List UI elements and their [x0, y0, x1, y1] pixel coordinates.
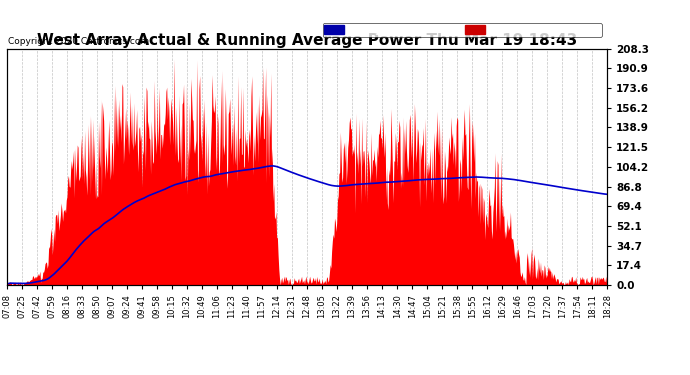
Title: West Array Actual & Running Average Power Thu Mar 19 18:43: West Array Actual & Running Average Powe… [37, 33, 577, 48]
Legend: Average  (DC Watts), West Array  (DC Watts): Average (DC Watts), West Array (DC Watts… [322, 23, 602, 37]
Text: Copyright 2020 Cartronics.com: Copyright 2020 Cartronics.com [8, 38, 148, 46]
